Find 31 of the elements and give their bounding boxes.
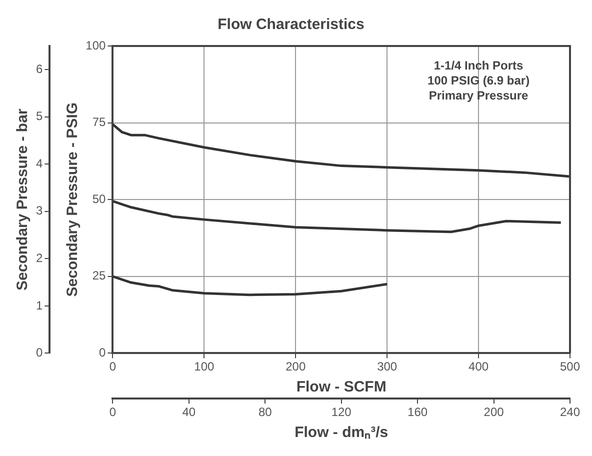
y2-tick-label: 1 [36, 298, 43, 312]
y-tick-label: 75 [92, 115, 106, 130]
y-tick-label: 0 [99, 346, 106, 360]
y2-tick-label: 2 [36, 250, 43, 265]
y-axis-title: Secondary Pressure - PSIG [64, 102, 81, 297]
annotation: 1-1/4 Inch Ports 100 PSIG (6.9 bar) Primary Pressure [428, 58, 530, 102]
x2-tick-label: 40 [182, 405, 196, 420]
y-tick-label: 100 [86, 38, 106, 52]
x-tick-label: 200 [286, 360, 306, 374]
y-tick-label: 50 [92, 192, 106, 206]
y2-axis-title: Secondary Pressure - bar [14, 108, 32, 290]
x-tick-label: 100 [194, 360, 214, 374]
chart-title: Flow Characteristics [218, 16, 364, 34]
y2-tick-label: 6 [36, 62, 43, 76]
x-tick-label: 500 [560, 360, 580, 374]
x2-tick-label: 120 [331, 405, 352, 420]
y2-tick-label: 0 [36, 346, 43, 360]
y2-tick-label: 4 [36, 156, 43, 170]
x2-tick-label: 240 [560, 405, 580, 420]
x2-tick-label: 160 [408, 405, 428, 420]
x2-tick-label: 80 [258, 405, 272, 420]
y-tick-label: 25 [92, 268, 106, 283]
x-tick-label: 400 [468, 360, 489, 374]
x-tick-label: 300 [377, 360, 398, 374]
x2-tick-label: 0 [109, 405, 116, 420]
x-axis-title: Flow - SCFM [296, 378, 386, 396]
x2-tick-label: 200 [484, 405, 504, 420]
x-tick-label: 0 [109, 360, 116, 374]
x2-axis-title: Flow - dmₙ³/s [294, 424, 388, 442]
y2-tick-label: 3 [36, 204, 43, 218]
y2-tick-label: 5 [36, 109, 43, 124]
